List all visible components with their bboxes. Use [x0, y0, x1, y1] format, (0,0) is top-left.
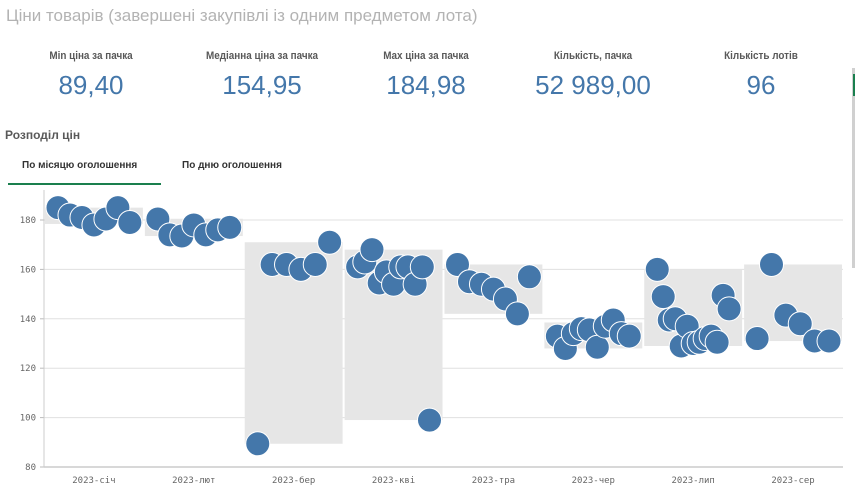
data-point [704, 329, 730, 355]
page-title: Ціни товарів (завершені закупівлі із одн… [6, 6, 478, 25]
kpi-quantity: Кількість, пачка 52 989,00 [518, 50, 668, 101]
y-tick-label: 180 [20, 216, 36, 226]
kpi-label: Min ціна за пачка [49, 50, 133, 62]
data-point [616, 323, 642, 349]
tab-by-month[interactable]: По місяцю оголошення [8, 160, 161, 185]
kpi-value: 184,98 [386, 70, 466, 100]
kpi-label: Max ціна за пачка [383, 50, 469, 62]
data-point [302, 251, 328, 277]
x-tick-label: 2023-січ [72, 476, 115, 486]
price-distribution-chart: 80 100 120 140 160 180 2023-січ 2023-лют 2023-бе… [20, 190, 843, 486]
data-point [584, 334, 610, 360]
data-point [816, 328, 842, 354]
kpi-value: 89,40 [58, 70, 124, 100]
kpi-median-price: Медіанна ціна за пачка 154,95 [187, 50, 337, 101]
data-point [744, 326, 770, 352]
kpi-label: Кількість лотів [724, 50, 798, 62]
data-point [317, 229, 343, 255]
kpi-max-price: Max ціна за пачка 184,98 [351, 50, 501, 101]
data-point [650, 284, 676, 310]
x-tick-label: 2023-сер [771, 476, 814, 486]
data-point [445, 251, 470, 277]
data-point [504, 301, 530, 327]
kpi-min-price: Min ціна за пачка 89,40 [16, 50, 166, 101]
data-point [217, 214, 243, 240]
data-point [409, 254, 435, 280]
data-point [787, 311, 813, 337]
section-title: Розподіл цін [5, 128, 81, 142]
x-tick-label: 2023-лип [672, 476, 715, 486]
y-tick-label: 140 [20, 315, 36, 325]
x-tick-label: 2023-лют [172, 476, 215, 486]
data-point [516, 264, 542, 290]
data-point [716, 296, 742, 322]
kpi-value: 96 [746, 70, 776, 100]
data-point [359, 237, 385, 263]
tab-by-day[interactable]: По дню оголошення [182, 160, 282, 171]
kpi-label: Кількість, пачка [553, 50, 633, 62]
y-tick-label: 100 [20, 414, 36, 424]
scrollbar-accent [853, 74, 855, 96]
data-point [245, 431, 271, 457]
data-point [417, 407, 442, 433]
y-tick-label: 80 [25, 463, 36, 473]
y-tick-label: 160 [20, 265, 36, 275]
scrollbar[interactable] [852, 68, 855, 268]
x-tick-label: 2023-тра [472, 476, 515, 486]
data-point [644, 256, 670, 282]
kpi-value: 52 989,00 [535, 70, 651, 100]
data-point [117, 209, 143, 235]
x-tick-label: 2023-чер [572, 476, 615, 486]
y-tick-label: 120 [20, 364, 36, 374]
x-tick-label: 2023-бер [272, 475, 315, 486]
kpi-value: 154,95 [222, 70, 302, 100]
kpi-lot-count: Кількість лотів 96 [686, 50, 836, 101]
data-point [759, 251, 784, 277]
kpi-label: Медіанна ціна за пачка [205, 50, 319, 62]
x-tick-label: 2023-кві [372, 476, 415, 486]
